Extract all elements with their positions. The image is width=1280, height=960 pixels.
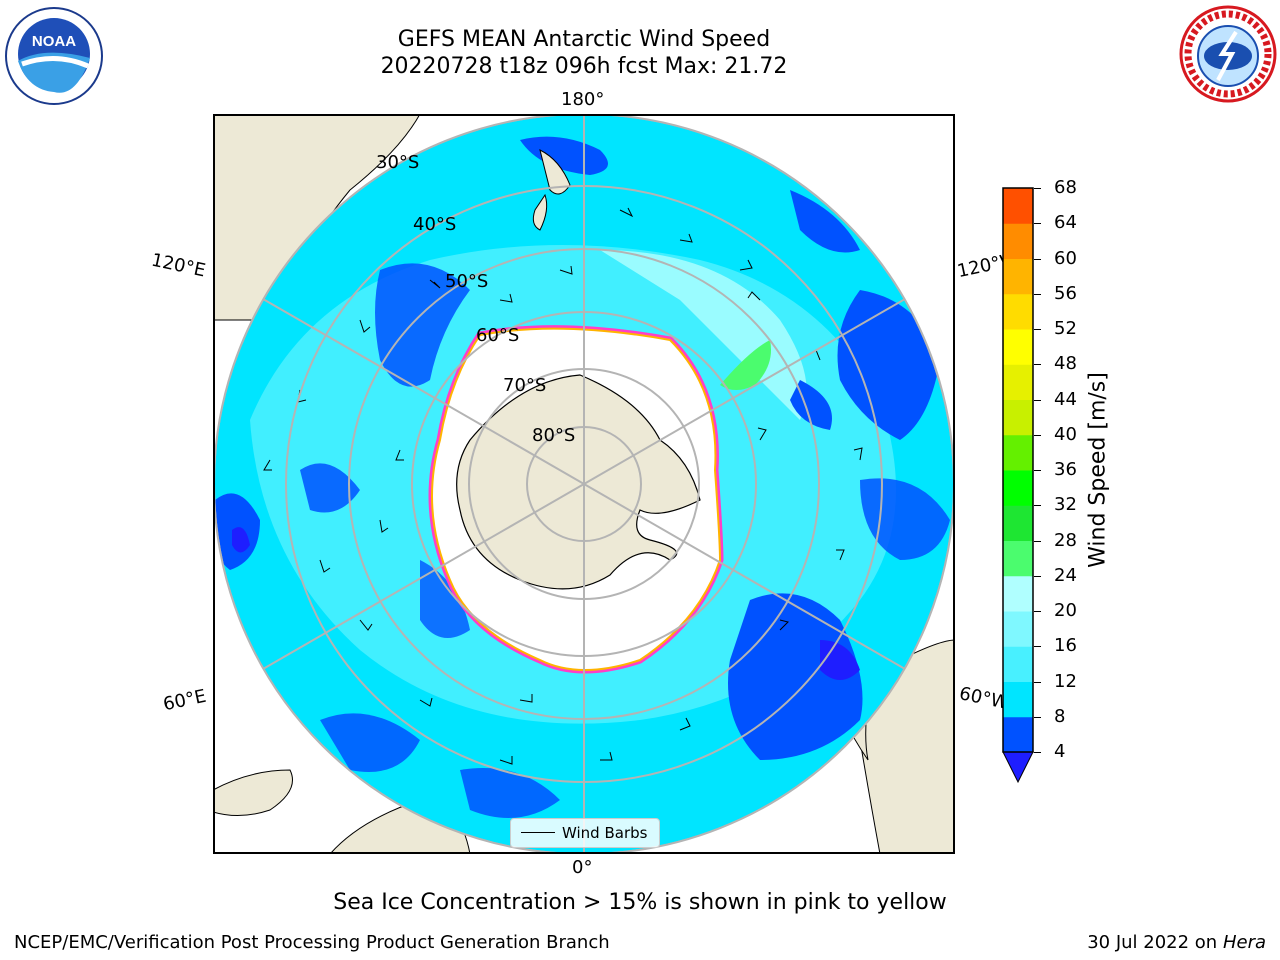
colorbar-tick-label: 56	[1054, 282, 1077, 304]
colorbar-tick-mark	[1034, 188, 1041, 189]
wind-barb-legend-line	[521, 832, 555, 833]
lat-label-30s: 30°S	[376, 152, 420, 173]
colorbar-segment	[1003, 329, 1033, 365]
sea-ice-note: Sea Ice Concentration > 15% is shown in …	[333, 890, 947, 915]
chart-title: GEFS MEAN Antarctic Wind Speed	[397, 27, 771, 52]
lon-label-0: 0°	[572, 857, 593, 878]
colorbar-segment	[1003, 470, 1033, 506]
colorbar	[1002, 187, 1034, 784]
colorbar-tick-mark	[1034, 258, 1041, 260]
colorbar-tick-label: 64	[1054, 212, 1077, 234]
colorbar-segment	[1003, 258, 1033, 295]
colorbar-segment	[1003, 364, 1033, 400]
noaa-logo: NOAA	[5, 7, 103, 105]
colorbar-segment	[1003, 399, 1033, 436]
footer-credit: NCEP/EMC/Verification Post Processing Pr…	[14, 932, 610, 953]
colorbar-tick-label: 68	[1054, 177, 1077, 198]
colorbar-tick-label: 40	[1054, 423, 1077, 445]
colorbar-tick-mark	[1034, 399, 1041, 401]
colorbar-tick-label: 16	[1054, 635, 1077, 657]
lat-label-70s: 70°S	[503, 375, 547, 396]
colorbar-tick-label: 24	[1054, 564, 1077, 586]
colorbar-tick-label: 44	[1054, 388, 1077, 410]
colorbar-tick-label: 8	[1054, 705, 1066, 727]
colorbar-tick-label: 20	[1054, 600, 1077, 621]
colorbar-label: Wind Speed [m/s]	[1085, 372, 1111, 568]
map-frame	[213, 114, 955, 854]
wind-barbs	[263, 207, 863, 765]
colorbar-tick-mark	[1034, 505, 1041, 507]
legend-label: Wind Barbs	[562, 824, 648, 842]
colorbar-segment	[1003, 434, 1033, 471]
colorbar-tick-label: 60	[1054, 247, 1077, 269]
lat-label-60s: 60°S	[476, 325, 520, 346]
footer-date: 30 Jul 2022 on Hera	[1087, 932, 1266, 953]
colorbar-segment	[1003, 293, 1033, 330]
lat-label-40s: 40°S	[413, 214, 457, 235]
colorbar-segment	[1003, 611, 1033, 647]
polar-map	[213, 114, 955, 854]
chart-subtitle: 20220728 t18z 096h fcst Max: 21.72	[380, 54, 788, 79]
colorbar-tick-mark	[1034, 716, 1041, 718]
colorbar-tick-label: 36	[1054, 459, 1077, 480]
new-zealand	[532, 149, 571, 231]
colorbar-tick-mark	[1034, 540, 1041, 542]
lon-label-120e: 120°E	[149, 249, 208, 282]
lon-label-180: 180°	[561, 89, 605, 110]
footer-date-text: 30 Jul 2022 on	[1087, 932, 1223, 953]
colorbar-tick-label: 4	[1054, 741, 1066, 762]
colorbar-tick-mark	[1034, 329, 1041, 330]
lat-label-50s: 50°S	[445, 271, 489, 292]
colorbar-segment	[1003, 540, 1033, 577]
colorbar-segment	[1003, 505, 1033, 541]
colorbar-tick-mark	[1034, 223, 1041, 225]
lat-label-80s: 80°S	[532, 425, 576, 446]
colorbar-tick-label: 32	[1054, 494, 1077, 516]
colorbar-tick-label: 28	[1054, 529, 1077, 551]
lon-label-60e: 60°E	[161, 685, 208, 716]
graticule	[214, 114, 954, 854]
colorbar-tick-mark	[1034, 434, 1041, 436]
colorbar-segment	[1003, 575, 1033, 612]
colorbar-segment	[1003, 646, 1033, 682]
colorbar-segment	[1003, 188, 1033, 224]
colorbar-segment	[1003, 681, 1033, 718]
colorbar-tick-mark	[1034, 575, 1041, 577]
colorbar-segment	[1003, 223, 1033, 259]
colorbar-tick-label: 52	[1054, 318, 1077, 339]
colorbar-tick-mark	[1034, 611, 1041, 612]
colorbar-segment	[1003, 716, 1033, 753]
colorbar-tick-mark	[1034, 752, 1041, 753]
colorbar-tick-mark	[1034, 646, 1041, 648]
colorbar-tick-label: 12	[1054, 670, 1077, 692]
map-legend: Wind Barbs	[510, 818, 660, 848]
footer-host: Hera	[1222, 932, 1266, 953]
nws-logo	[1179, 5, 1277, 103]
colorbar-tick-mark	[1034, 364, 1041, 366]
colorbar-tick-mark	[1034, 470, 1041, 471]
svg-text:NOAA: NOAA	[32, 33, 76, 50]
colorbar-tick-mark	[1034, 293, 1041, 295]
antarctica	[456, 374, 701, 590]
colorbar-tick-mark	[1034, 681, 1041, 683]
colorbar-tick-label: 48	[1054, 353, 1077, 375]
